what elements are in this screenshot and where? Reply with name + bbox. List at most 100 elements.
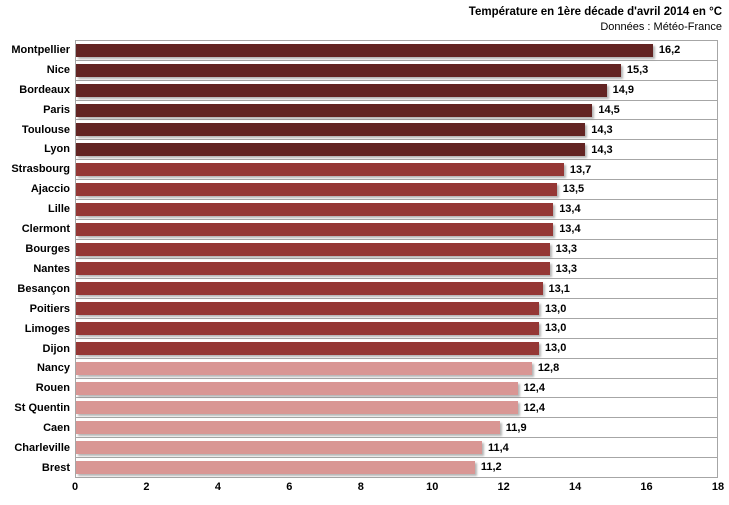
category-axis-labels: Montpellier Nice Bordeaux Paris Toulouse Lyon… (0, 40, 70, 478)
bar-value-label: 13,0 (544, 342, 567, 355)
bar-row-limoges: 13,0 (76, 319, 717, 339)
chart-title-block: Température en 1ère décade d'avril 2014 … (469, 5, 722, 35)
x-tick-label: 0 (71, 481, 79, 493)
bar-value-label: 12,8 (537, 362, 560, 375)
bar-row-nice: 15,3 (76, 61, 717, 81)
bar-value-label: 13,4 (559, 203, 581, 216)
x-tick-label: 18 (711, 481, 725, 493)
bar-besan-on (76, 282, 543, 296)
x-tick-label: 10 (426, 481, 439, 493)
bar-row-montpellier: 16,2 (76, 41, 717, 61)
category-label-rouen: Rouen (35, 382, 70, 395)
category-label-besan-on: Besançon (17, 282, 70, 295)
bar-row-st-quentin: 12,4 (76, 398, 717, 419)
bar-value-label: 15,3 (626, 64, 649, 77)
bar-bordeaux (76, 83, 607, 97)
bar-row-dijon: 13,0 (76, 339, 717, 359)
bar-nice (76, 63, 621, 77)
bar-nantes (76, 262, 550, 276)
bar-value-label: 13,0 (544, 302, 567, 315)
bar-dijon (76, 341, 539, 355)
bar-row-charleville: 11,4 (76, 438, 717, 459)
category-label-strasbourg: Strasbourg (11, 163, 70, 176)
bar-row-besan-on: 13,1 (76, 279, 717, 300)
bar-poitiers (76, 302, 539, 316)
category-label-brest: Brest (41, 461, 70, 474)
bar-row-bourges: 13,3 (76, 240, 717, 260)
bar-limoges (76, 321, 539, 335)
value-axis-labels: 0 2 4 6 8 10 12 14 16 18 (71, 481, 724, 497)
x-tick-label: 14 (568, 481, 582, 493)
bar-rouen (76, 381, 518, 395)
category-label-toulouse: Toulouse (21, 123, 70, 136)
bar-row-clermont: 13,4 (76, 220, 717, 240)
category-label-limoges: Limoges (24, 322, 70, 335)
category-label-ajaccio: Ajaccio (30, 183, 70, 196)
bar-row-caen: 11,9 (76, 418, 717, 439)
bar-nancy (76, 361, 532, 375)
bar-charleville (76, 441, 482, 455)
bar-value-label: 11,4 (487, 441, 509, 454)
category-label-paris: Paris (43, 103, 70, 116)
bar-row-toulouse: 14,3 (76, 120, 717, 141)
bar-value-label: 13,4 (559, 223, 581, 236)
category-label-bourges: Bourges (25, 243, 70, 256)
category-label-nice: Nice (46, 63, 70, 76)
category-label-clermont: Clermont (21, 223, 70, 236)
bar-strasbourg (76, 163, 564, 177)
chart-title: Température en 1ère décade d'avril 2014 … (468, 6, 722, 18)
bar-brest (76, 460, 475, 474)
bar-lille (76, 202, 554, 216)
category-label-montpellier: Montpellier (11, 43, 70, 56)
x-tick-label: 6 (286, 481, 293, 493)
bar-value-label: 11,2 (480, 461, 502, 474)
bar-st-quentin (76, 401, 518, 415)
bar-row-lyon: 14,3 (76, 140, 717, 161)
bar-value-label: 16,2 (658, 44, 681, 57)
bar-value-label: 14,5 (598, 104, 620, 116)
category-label-bordeaux: Bordeaux (19, 83, 70, 96)
x-tick-label: 12 (497, 481, 510, 493)
category-label-dijon: Dijon (42, 342, 71, 355)
bar-value-label: 12,4 (523, 401, 545, 414)
category-label-charleville: Charleville (14, 442, 70, 455)
bar-lyon (76, 143, 586, 157)
bar-caen (76, 421, 500, 435)
bar-value-label: 13,0 (544, 322, 567, 335)
bar-row-ajaccio: 13,5 (76, 180, 717, 200)
category-label-lille: Lille (47, 203, 70, 216)
bar-value-label: 13,3 (555, 243, 578, 256)
bar-row-paris: 14,5 (76, 101, 717, 121)
bar-row-bordeaux: 14,9 (76, 81, 717, 101)
bar-value-label: 13,3 (555, 262, 578, 275)
bar-bourges (76, 242, 550, 256)
chart-subtitle: Données : Météo-France (600, 21, 722, 33)
category-label-lyon: Lyon (44, 143, 70, 156)
x-tick-label: 2 (143, 481, 150, 493)
bar-value-label: 13,1 (548, 282, 570, 295)
category-label-caen: Caen (43, 422, 70, 435)
bar-clermont (76, 222, 554, 236)
bar-ajaccio (76, 182, 557, 196)
bar-row-poitiers: 13,0 (76, 299, 717, 320)
x-tick-label: 16 (640, 481, 653, 493)
bar-row-strasbourg: 13,7 (76, 160, 717, 181)
x-tick-label: 4 (214, 481, 221, 493)
bar-value-label: 14,3 (591, 123, 613, 136)
bar-montpellier (76, 43, 653, 57)
bar-value-label: 14,9 (612, 84, 635, 97)
bar-toulouse (76, 123, 586, 137)
x-tick-label: 8 (357, 481, 364, 493)
plot-area: 16,2 15,3 14,9 14,5 14,3 14,3 13,7 13,5 13,4 13,4… (75, 40, 718, 478)
bar-paris (76, 103, 593, 117)
bar-value-label: 13,5 (562, 183, 585, 196)
bar-row-rouen: 12,4 (76, 379, 717, 399)
category-label-poitiers: Poitiers (29, 302, 70, 315)
bar-value-label: 14,3 (591, 143, 613, 156)
bar-row-lille: 13,4 (76, 200, 717, 220)
bar-row-nancy: 12,8 (76, 359, 717, 379)
bar-value-label: 11,9 (505, 421, 527, 434)
bar-row-brest: 11,2 (76, 458, 717, 478)
category-label-st-quentin: St Quentin (14, 402, 70, 415)
